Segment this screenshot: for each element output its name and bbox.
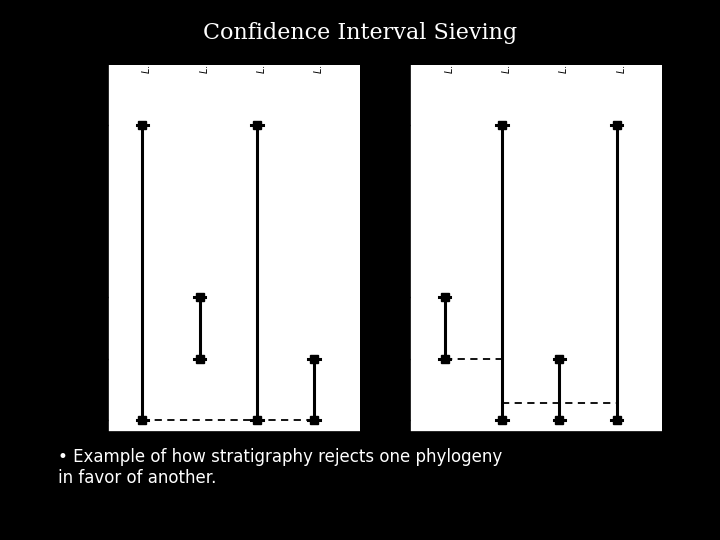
Text: L. serrulata: L. serrulata [445, 18, 455, 73]
Text: L. milleri: L. milleri [257, 31, 267, 73]
Text: Confidence Interval Sieving: Confidence Interval Sieving [203, 22, 517, 44]
Text: • Example of how stratigraphy rejects one phylogeny
in favor of another.: • Example of how stratigraphy rejects on… [58, 448, 502, 487]
Text: L. grabaui: L. grabaui [314, 24, 324, 73]
Text: L. perangulata: L. perangulata [502, 2, 512, 73]
Text: L. grabaui: L. grabaui [559, 24, 570, 73]
Text: L. milleri: L. milleri [616, 31, 626, 73]
Text: L. perangulata: L. perangulata [143, 2, 153, 73]
Text: L. serrulata: L. serrulata [199, 18, 210, 73]
